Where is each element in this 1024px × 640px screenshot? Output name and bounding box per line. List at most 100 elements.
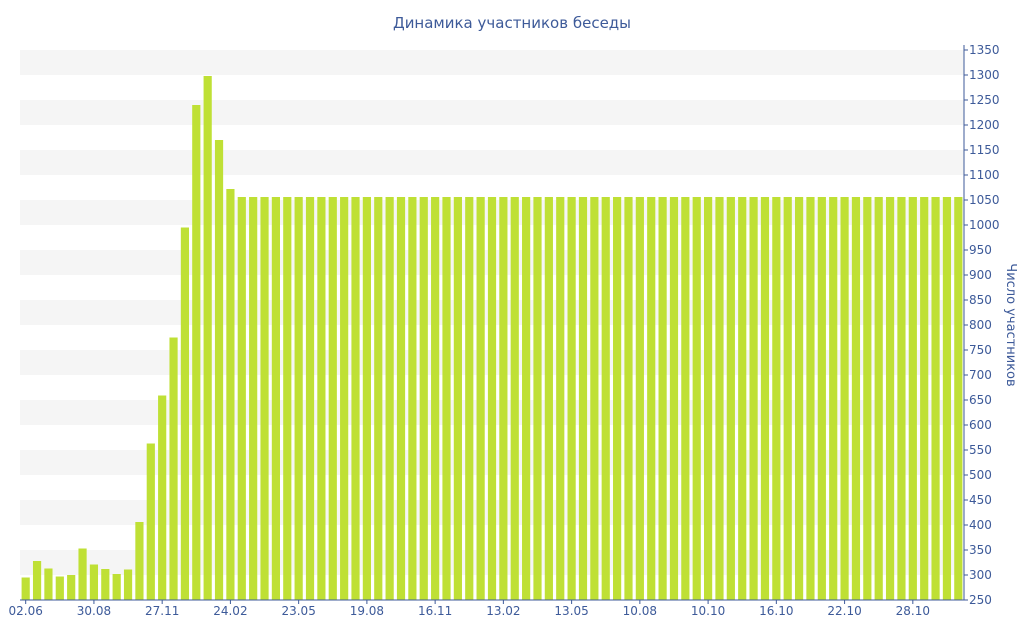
bar <box>32 561 42 600</box>
bar <box>317 197 326 600</box>
bar <box>408 197 417 600</box>
x-tick-label: 23.05 <box>281 604 315 618</box>
y-tick-label: 650 <box>969 393 992 407</box>
bar <box>135 522 144 600</box>
bar <box>794 197 804 600</box>
bar <box>169 337 178 600</box>
y-tick-label: 1150 <box>969 143 1000 157</box>
bar <box>89 564 99 600</box>
bar <box>374 197 383 600</box>
bar <box>510 197 519 600</box>
bars <box>21 76 963 600</box>
bar <box>522 197 531 600</box>
bar <box>146 443 155 600</box>
x-tick-label: 27.11 <box>145 604 179 618</box>
bar <box>123 569 133 600</box>
bar <box>21 577 30 600</box>
bar <box>78 548 87 600</box>
bar <box>260 197 269 600</box>
bar <box>783 197 792 600</box>
y-tick-label: 1350 <box>969 43 1000 57</box>
x-ticks: 02.06 30.08 27.11 24.02 23.05 19.08 16.11 13.02… <box>9 600 930 618</box>
bar <box>760 197 770 600</box>
x-tick-label: 13.02 <box>486 604 520 618</box>
bar <box>942 197 952 600</box>
bar <box>101 569 110 600</box>
y-ticks: 250 300 350 400 450 500 550 600 650 700 750 800 850 9… <box>964 43 1000 607</box>
bar <box>726 197 735 600</box>
y-tick-label: 800 <box>969 318 992 332</box>
y-tick-label: 900 <box>969 268 992 282</box>
x-tick-label: 10.10 <box>691 604 725 618</box>
bar <box>385 197 394 600</box>
y-tick-label: 1050 <box>969 193 1000 207</box>
bar <box>237 197 246 600</box>
x-tick-label: 16.11 <box>418 604 452 618</box>
bar <box>533 197 542 600</box>
x-tick-label: 24.02 <box>213 604 247 618</box>
bar <box>885 197 895 600</box>
bar <box>578 197 588 600</box>
bar <box>453 197 462 600</box>
bar <box>863 197 872 600</box>
y-tick-label: 550 <box>969 443 992 457</box>
y-tick-label: 450 <box>969 493 992 507</box>
bar <box>203 76 212 600</box>
x-tick-label: 13.05 <box>554 604 588 618</box>
bar <box>67 575 76 600</box>
bar <box>442 197 451 600</box>
x-tick-label: 10.08 <box>623 604 657 618</box>
bar <box>851 197 861 600</box>
bar <box>908 197 917 600</box>
bar <box>692 197 701 600</box>
bar <box>920 197 929 600</box>
bar <box>840 197 849 600</box>
bar <box>328 197 337 600</box>
bar <box>192 105 201 600</box>
bar <box>249 197 258 600</box>
bar <box>44 568 53 600</box>
bar <box>590 197 599 600</box>
y-tick-label: 1000 <box>969 218 1000 232</box>
bar <box>271 197 280 600</box>
y-tick-label: 400 <box>969 518 992 532</box>
bar <box>635 197 644 600</box>
bar <box>294 197 303 600</box>
x-tick-label: 28.10 <box>896 604 930 618</box>
y-tick-label: 750 <box>969 343 992 357</box>
bar <box>396 197 406 600</box>
bar <box>340 197 349 600</box>
bar <box>465 197 474 600</box>
bar <box>772 197 781 600</box>
y-tick-label: 950 <box>969 243 992 257</box>
bar <box>226 189 235 600</box>
bar <box>499 197 508 600</box>
bar <box>647 197 656 600</box>
x-tick-label: 22.10 <box>827 604 861 618</box>
bar <box>954 197 963 600</box>
bar <box>704 197 713 600</box>
bar <box>567 197 576 600</box>
y-tick-label: 1250 <box>969 93 1000 107</box>
bar <box>806 197 815 600</box>
y-tick-label: 250 <box>969 593 992 607</box>
bar <box>613 197 622 600</box>
bar <box>681 197 690 600</box>
bar <box>658 197 667 600</box>
bar <box>544 197 553 600</box>
bar <box>431 197 440 600</box>
bar <box>305 197 315 600</box>
bar <box>487 197 497 600</box>
bar <box>556 197 565 600</box>
bar <box>419 197 428 600</box>
x-tick-label: 19.08 <box>350 604 384 618</box>
grid-band <box>20 50 964 75</box>
x-tick-label: 02.06 <box>9 604 43 618</box>
bar <box>112 574 121 600</box>
bar <box>180 227 190 600</box>
bar <box>817 197 826 600</box>
y-tick-label: 1200 <box>969 118 1000 132</box>
bar <box>931 197 940 600</box>
chart-title: Динамика участников беседы <box>393 14 631 32</box>
